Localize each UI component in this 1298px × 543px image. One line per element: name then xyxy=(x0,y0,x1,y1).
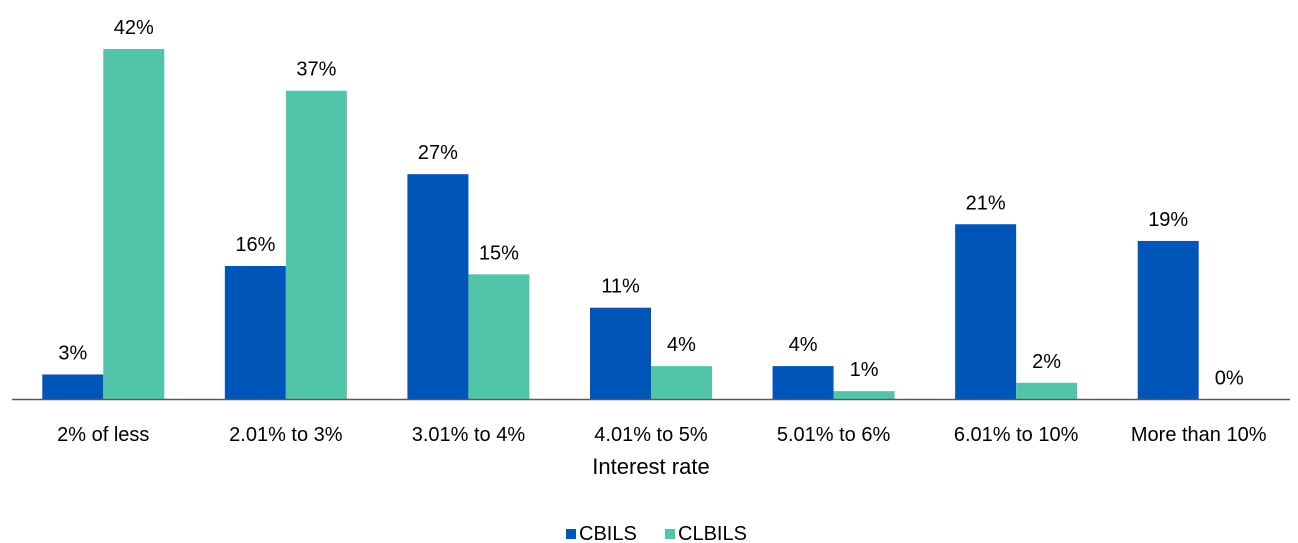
bar-clbils-3 xyxy=(651,366,712,400)
bar-cbils-6 xyxy=(1137,240,1199,400)
bar-cbils-3 xyxy=(590,307,651,400)
x-tick-label-0: 2% of less xyxy=(57,424,149,446)
bar-cbils-1 xyxy=(224,265,286,400)
x-tick-label-2: 3.01% to 4% xyxy=(412,424,526,446)
x-axis-title: Interest rate xyxy=(592,454,709,479)
legend-label-cbils: CBILS xyxy=(579,523,637,543)
bar-cbils-2 xyxy=(407,174,469,400)
legend: CBILS CLBILS xyxy=(566,523,747,543)
x-tick-label-3: 4.01% to 5% xyxy=(594,424,708,446)
x-tick-label-1: 2.01% to 3% xyxy=(229,424,343,446)
data-label-cbils-1: 16% xyxy=(235,234,275,256)
bar-clbils-5 xyxy=(1016,382,1078,400)
data-label-cbils-3: 11% xyxy=(601,276,640,298)
data-label-clbils-5: 2% xyxy=(1032,351,1061,373)
bar-clbils-4 xyxy=(833,391,895,400)
bar-cbils-5 xyxy=(955,224,1017,400)
x-tick-label-5: 6.01% to 10% xyxy=(954,424,1079,446)
legend-label-clbils: CLBILS xyxy=(678,523,747,543)
bar-clbils-2 xyxy=(468,274,530,400)
bar-clbils-0 xyxy=(103,49,165,400)
data-label-cbils-4: 4% xyxy=(789,334,818,356)
bar-cbils-4 xyxy=(772,366,834,400)
data-label-clbils-4: 1% xyxy=(850,359,879,381)
x-tick-label-6: More than 10% xyxy=(1131,424,1267,446)
data-label-cbils-5: 21% xyxy=(966,192,1006,214)
legend-swatch-cbils xyxy=(566,529,576,539)
data-label-clbils-1: 37% xyxy=(296,59,336,81)
data-label-cbils-2: 27% xyxy=(418,142,458,164)
x-tick-label-4: 5.01% to 6% xyxy=(777,424,891,446)
data-label-cbils-6: 19% xyxy=(1148,209,1188,231)
data-label-clbils-0: 42% xyxy=(114,17,154,39)
data-label-clbils-3: 4% xyxy=(667,334,696,356)
x-tick-labels: 2% of less 2.01% to 3% 3.01% to 4% 4.01% to… xyxy=(57,424,1267,446)
data-label-cbils-0: 3% xyxy=(58,342,87,364)
data-labels-layer: 3% 42% 16% 37% 27% 15% 11% 4% 4% 1% 21% 2% 19% 0% xyxy=(58,17,1244,390)
legend-swatch-clbils xyxy=(665,529,675,539)
bars-layer xyxy=(42,49,1199,400)
data-label-clbils-6: 0% xyxy=(1215,368,1244,390)
bar-clbils-1 xyxy=(285,90,347,400)
bar-cbils-0 xyxy=(42,374,104,400)
data-label-clbils-2: 15% xyxy=(479,242,519,264)
